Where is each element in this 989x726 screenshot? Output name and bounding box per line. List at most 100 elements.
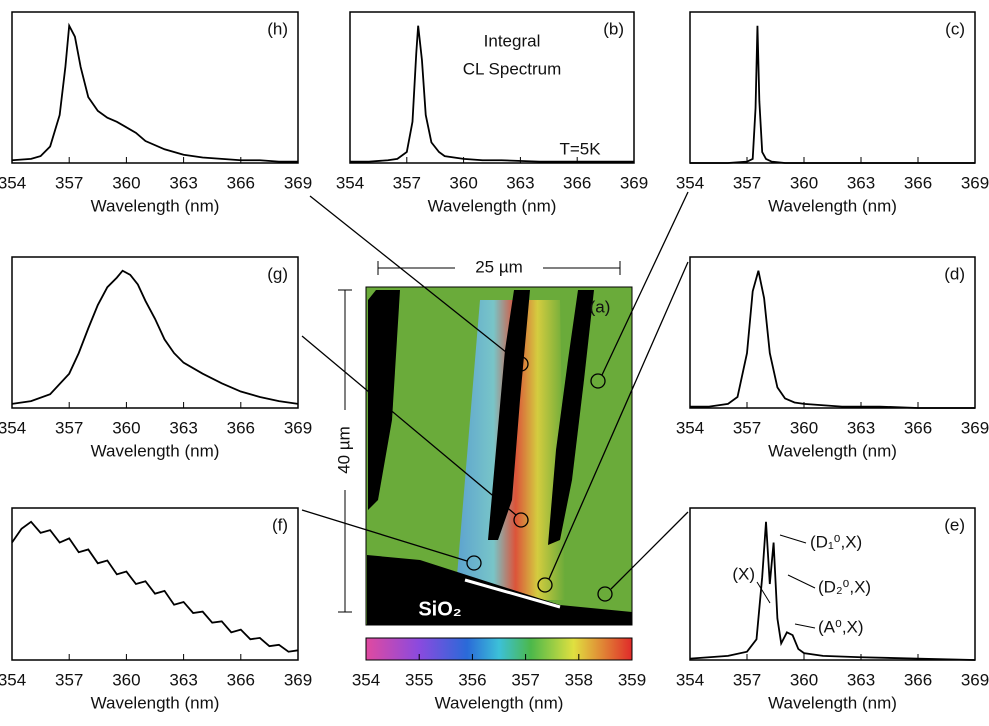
x-axis-label: Wavelength (nm) [768,441,897,460]
map-stripe [548,290,594,545]
scale-bg [455,258,543,278]
x-tick-label: 360 [790,670,818,689]
x-axis-label: Wavelength (nm) [768,196,897,215]
annotation: (D₁⁰,X) [810,532,862,551]
colorbar [365,637,633,661]
spectrum-line [11,269,299,405]
x-tick-label: 357 [55,670,83,689]
x-tick-label: 369 [284,418,312,437]
x-tick-label: 357 [393,173,421,192]
x-tick-label: 363 [506,173,534,192]
connector [301,335,517,516]
connector [548,261,689,580]
x-tick-label: 366 [904,173,932,192]
x-tick-label: 357 [733,173,761,192]
panel-label: (g) [267,264,288,283]
annotation: Integral [484,31,541,50]
plot-frame [11,256,299,409]
spectrum-line [689,521,976,661]
plot-frame [349,11,635,164]
x-tick-label: 366 [563,173,591,192]
x-tick-label: 359 [618,670,646,689]
spectrum-line [11,520,299,653]
map-stripe [488,290,530,540]
panel-label: (c) [945,19,965,38]
x-tick-label: 354 [676,670,704,689]
leader-line [756,581,771,604]
x-tick-label: 369 [284,173,312,192]
probe-circle [513,512,529,528]
x-tick-label: 360 [112,418,140,437]
x-tick-label: 357 [733,418,761,437]
plot-frame [11,11,299,164]
x-tick-label: 369 [620,173,648,192]
x-tick-label: 363 [169,670,197,689]
annotation: (D₂⁰,X) [818,577,871,596]
probe-circle [537,577,553,593]
x-tick-label: 366 [904,670,932,689]
x-axis-label: Wavelength (nm) [91,441,220,460]
x-axis-label: Wavelength (nm) [768,693,897,712]
map: (a) SiO₂ 25 µm 40 µm [334,257,633,626]
scale-label: 25 µm [475,257,523,276]
x-tick-label: 366 [227,418,255,437]
x-tick-label: 358 [565,670,593,689]
x-tick-label: 360 [790,418,818,437]
x-tick-label: 366 [904,418,932,437]
connector [610,511,689,590]
x-tick-label: 360 [112,670,140,689]
x-tick-label: 360 [790,173,818,192]
panel-label: (f) [272,515,288,534]
x-tick-label: 366 [227,173,255,192]
spectrum-line [11,22,298,163]
connector [309,195,517,361]
x-tick-label: 355 [405,670,433,689]
x-tick-label: 369 [961,173,989,192]
x-axis-label: Wavelength (nm) [91,196,220,215]
plot-frame [689,507,976,661]
substrate-label: SiO₂ [418,598,461,620]
annotation: T=5K [559,139,601,158]
x-tick-label: 354 [352,670,380,689]
annotation: CL Spectrum [463,59,562,78]
x-tick-label: 356 [458,670,486,689]
x-tick-label: 363 [847,418,875,437]
x-tick-label: 360 [449,173,477,192]
x-tick-label: 354 [0,670,26,689]
x-tick-label: 354 [336,173,364,192]
x-tick-label: 360 [112,173,140,192]
scale-bg [335,410,355,490]
leader-line [787,574,816,589]
x-axis-label: Wavelength (nm) [428,196,557,215]
spectrum-line [350,25,634,163]
spectrum-line [690,25,975,164]
x-tick-label: 369 [961,670,989,689]
map-stripe [368,290,400,510]
x-tick-label: 354 [0,418,26,437]
annotation: (X) [732,564,755,583]
probe-circle [590,373,606,389]
x-tick-label: 363 [169,418,197,437]
x-tick-label: 354 [0,173,26,192]
connectors [301,191,689,602]
panel-label: (e) [944,515,965,534]
x-tick-label: 354 [676,418,704,437]
x-tick-label: 363 [847,173,875,192]
probe-circle [466,555,482,571]
x-tick-label: 357 [511,670,539,689]
plot-frame [689,256,976,409]
connector [301,509,468,562]
x-tick-label: 366 [227,670,255,689]
spectrum-line [690,270,975,409]
annotation: (A⁰,X) [818,617,864,636]
probe-circle [597,586,613,602]
plot-frame [11,507,299,661]
x-tick-label: 363 [169,173,197,192]
x-tick-label: 369 [284,670,312,689]
x-tick-label: 354 [676,173,704,192]
x-tick-label: 357 [733,670,761,689]
map-interface [464,578,561,609]
x-tick-label: 363 [847,670,875,689]
x-tick-label: 357 [55,173,83,192]
